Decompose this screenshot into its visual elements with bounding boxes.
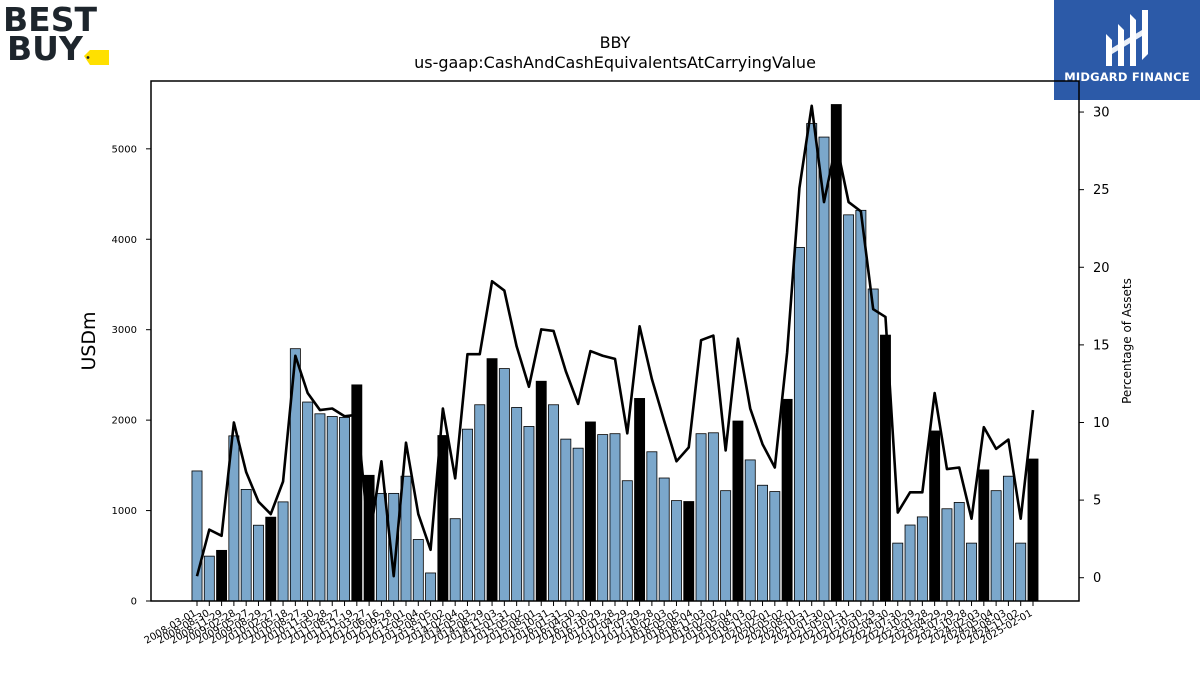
bar-2015-01-31 — [535, 380, 547, 602]
bar-2020-08-01 — [806, 123, 818, 602]
bar-2015-05-02 — [548, 404, 559, 602]
bar-2025-02-01 — [1027, 458, 1039, 602]
bar-2014-02-01 — [486, 358, 498, 602]
price-tag-icon — [84, 50, 109, 65]
bar-2024-11-02 — [1015, 542, 1027, 602]
bar-2014-05-03 — [498, 368, 510, 602]
bar-2015-08-01 — [560, 438, 572, 602]
y-tick-label: 1000 — [112, 506, 137, 517]
bar-2013-05-04 — [449, 518, 461, 602]
bar-2009-08-29 — [265, 516, 277, 602]
best-buy-logo: BEST BUY — [0, 0, 120, 72]
bar-2016-04-30 — [597, 434, 609, 602]
bar-2010-08-28 — [314, 413, 326, 602]
bar-2019-08-03 — [757, 484, 768, 602]
bar-2018-08-04 — [707, 432, 719, 602]
y2-tick-label: 0 — [1093, 571, 1101, 586]
bar-2024-02-03 — [978, 469, 990, 602]
bar-2023-07-29 — [953, 502, 965, 602]
y2-axis-label: Percentage of Assets — [1120, 278, 1134, 404]
y-tick-label: 2000 — [112, 416, 137, 427]
bar-2019-02-02 — [732, 420, 744, 602]
bar-2022-10-29 — [916, 516, 928, 602]
y-axis-right: 0 5 10 15 20 25 30 — [1079, 106, 1110, 586]
midgard-emblem-icon — [1106, 10, 1148, 66]
bar-2020-10-31 — [818, 136, 830, 602]
bar-2022-07-30 — [904, 524, 916, 602]
y-tick-label: 0 — [131, 597, 137, 608]
bar-2009-02-28 — [240, 488, 252, 602]
bar-2011-11-26 — [375, 492, 387, 602]
bar-2022-04-30 — [892, 542, 904, 602]
bar-2019-11-02 — [769, 491, 781, 602]
bar-2017-10-28 — [671, 500, 682, 602]
bar-2017-07-29 — [658, 477, 670, 602]
bar-2009-11-28 — [277, 501, 289, 602]
bar-2010-05-29 — [302, 401, 314, 602]
bar-2013-11-02 — [474, 404, 486, 602]
bar-2023-10-28 — [966, 542, 977, 602]
bar-2019-05-04 — [744, 459, 756, 602]
bar-2021-07-31 — [855, 209, 867, 602]
bar-2014-08-02 — [511, 407, 523, 602]
bar-2016-07-30 — [609, 433, 621, 602]
bar-2008-03-01 — [191, 470, 203, 602]
midgard-finance-wordmark: MIDGARD FINANCE — [1064, 70, 1190, 84]
percentage-line — [195, 104, 1035, 578]
y2-tick-label: 30 — [1093, 106, 1110, 121]
y-tick-label: 5000 — [112, 144, 137, 155]
bar-2016-01-30 — [584, 421, 596, 602]
bar-2017-01-28 — [634, 398, 646, 602]
x-axis: 2008-03-012008-08-302008-11-292009-02-28… — [143, 601, 1035, 647]
bar-2020-05-02 — [793, 246, 805, 602]
best-buy-logo-top: BEST — [3, 0, 97, 39]
y2-tick-label: 10 — [1093, 416, 1110, 431]
bar-2008-05-31 — [203, 555, 215, 602]
bar-2011-02-26 — [339, 417, 350, 602]
y2-tick-label: 5 — [1093, 494, 1101, 509]
bar-2018-02-03 — [683, 501, 695, 602]
bar-2015-10-31 — [572, 447, 584, 602]
y-tick-label: 3000 — [112, 325, 137, 336]
bar-2012-09-01 — [412, 539, 424, 602]
bar-2024-08-03 — [1002, 475, 1014, 602]
bar-2021-01-30 — [830, 104, 842, 602]
bar-2024-05-04 — [990, 490, 1002, 602]
bar-2008-08-30 — [216, 549, 228, 602]
y2-tick-label: 25 — [1093, 183, 1110, 198]
chart-subtitle: us-gaap:CashAndCashEquivalentsAtCarrying… — [414, 53, 816, 72]
bar-2018-05-05 — [695, 433, 707, 602]
y-tick-label: 4000 — [112, 235, 137, 246]
bar-2023-01-28 — [929, 430, 941, 602]
bar-2014-11-01 — [523, 426, 535, 602]
bar-2010-11-27 — [326, 416, 338, 602]
bar-2013-08-03 — [462, 428, 473, 602]
y2-tick-label: 20 — [1093, 261, 1110, 276]
y2-tick-label: 15 — [1093, 338, 1110, 353]
bar-2021-10-30 — [867, 288, 879, 602]
bar-2016-10-29 — [621, 480, 633, 602]
bar-2012-12-01 — [425, 572, 437, 602]
bar-2018-11-03 — [720, 490, 732, 602]
bar-2021-05-01 — [843, 214, 855, 602]
y-axis-left: 0 1000 2000 3000 4000 5000 — [112, 144, 151, 608]
bar-2020-02-01 — [781, 398, 793, 602]
bar-2017-04-29 — [646, 451, 658, 602]
bar-2023-04-29 — [941, 508, 953, 602]
best-buy-logo-bottom: BUY — [7, 29, 84, 68]
chart-title: BBY — [600, 33, 631, 52]
y-axis-label: USDm — [78, 311, 100, 370]
bar-2009-05-30 — [253, 524, 264, 602]
bar-series — [191, 104, 1039, 602]
